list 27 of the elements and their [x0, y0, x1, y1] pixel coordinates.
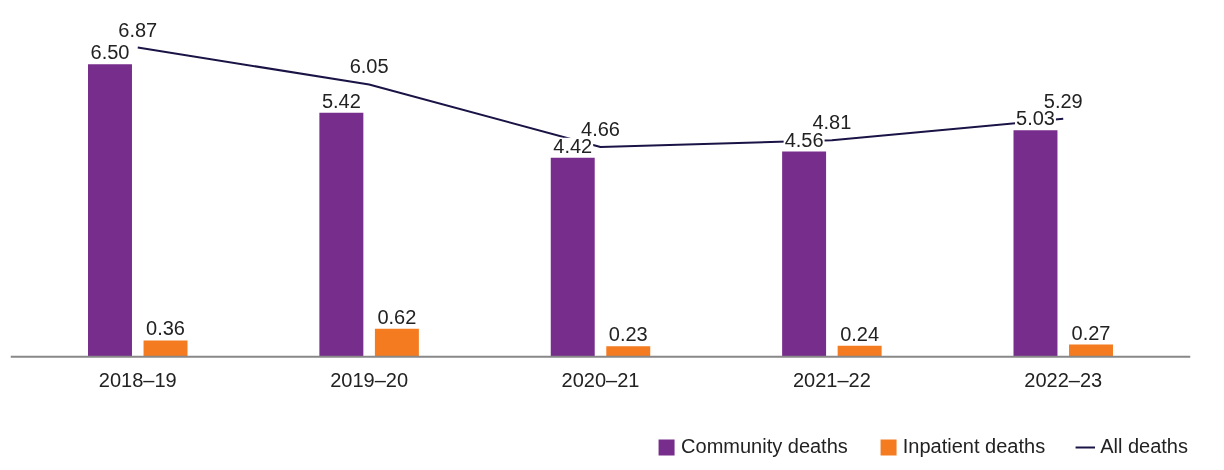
data-label: 5.42: [321, 89, 361, 112]
bar: [782, 151, 827, 357]
bar: [550, 157, 595, 357]
bar: [143, 340, 188, 357]
x-tick-label: 2020–21: [561, 368, 640, 391]
data-label: 0.62: [377, 305, 417, 328]
x-tick-label: 2022–23: [1024, 368, 1103, 391]
x-tick-label: 2021–22: [792, 368, 871, 391]
data-label: 0.27: [1071, 321, 1111, 344]
data-label: 6.87: [118, 18, 158, 41]
x-tick-label: 2018–19: [98, 368, 177, 391]
bar: [606, 346, 651, 357]
x-tick-label: 2019–20: [330, 368, 409, 391]
data-label: 0.24: [840, 322, 880, 345]
data-label: 0.36: [146, 317, 185, 340]
bar: [1069, 344, 1113, 357]
legend-label: Inpatient deaths: [902, 435, 1046, 458]
legend-label: All deaths: [1100, 435, 1188, 458]
data-label: 6.05: [349, 55, 389, 78]
data-label: 6.50: [90, 41, 130, 64]
legend-label: Community deaths: [681, 435, 848, 458]
bar: [88, 64, 132, 357]
bar: [1013, 130, 1058, 357]
data-label: 0.23: [608, 323, 648, 346]
bar: [837, 345, 882, 357]
bar: [319, 112, 364, 357]
bar: [374, 328, 419, 357]
